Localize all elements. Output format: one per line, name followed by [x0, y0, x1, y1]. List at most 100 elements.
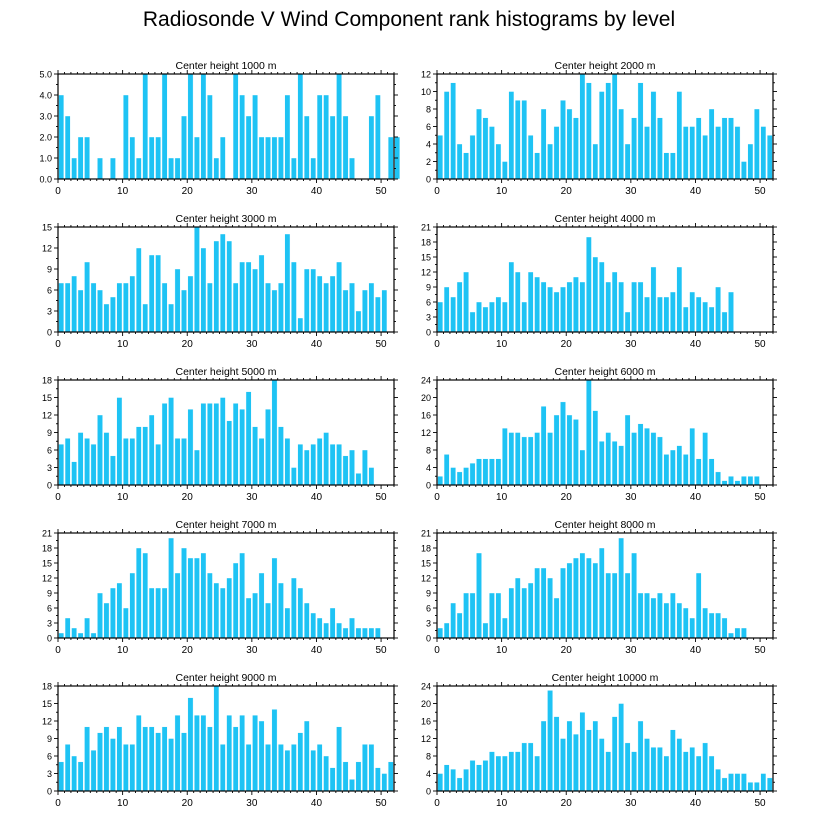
bar: [200, 247, 207, 333]
bar: [310, 268, 317, 333]
bar: [618, 537, 624, 639]
y-tick-label: 8: [426, 752, 431, 762]
x-tick-label: 50: [376, 645, 388, 656]
bar: [579, 449, 586, 486]
bar: [239, 94, 245, 180]
bar: [342, 115, 349, 180]
bar: [566, 281, 573, 333]
bar: [116, 397, 123, 486]
bar: [187, 408, 194, 486]
bar: [560, 100, 566, 180]
bar: [715, 612, 721, 639]
bar: [142, 303, 149, 333]
bar: [58, 632, 65, 639]
x-tick-label: 20: [561, 339, 573, 350]
bar: [252, 714, 258, 792]
bar: [463, 271, 469, 333]
bar: [443, 91, 450, 180]
panel-4: Center height 4000 m 0 10 20 30 40 50 0 3 6 9 12 15 1…: [421, 213, 777, 350]
bar: [148, 254, 155, 333]
bar: [663, 755, 670, 792]
y-tick-label: 16: [421, 411, 431, 421]
bar: [239, 408, 245, 486]
x-tick-label: 30: [246, 492, 258, 503]
bar: [456, 143, 463, 180]
bar: [540, 720, 547, 792]
bar: [644, 738, 650, 792]
bar: [514, 271, 521, 333]
y-tick-label: 0: [47, 328, 52, 338]
bar: [258, 136, 265, 180]
bar: [670, 592, 676, 639]
bar: [342, 289, 349, 333]
bar: [754, 476, 760, 486]
bar: [355, 310, 362, 333]
bar: [368, 627, 375, 639]
bar: [586, 82, 592, 180]
bar: [129, 744, 136, 792]
bar: [219, 136, 226, 180]
bar: [161, 587, 168, 639]
panel-3: Center height 3000 m 0 10 20 30 40 50 0 3 6 9 12 15: [42, 213, 398, 350]
bar: [187, 73, 194, 180]
bar: [381, 289, 388, 333]
bar: [631, 552, 637, 639]
bar: [316, 275, 323, 333]
y-tick-label: 6: [47, 286, 52, 296]
x-tick-label: 40: [311, 339, 323, 350]
bar: [355, 473, 362, 486]
bar: [437, 627, 444, 639]
y-tick-label: 0: [426, 787, 431, 797]
y-tick-label: 12: [42, 411, 52, 421]
x-tick-label: 20: [182, 492, 194, 503]
bar: [657, 117, 663, 180]
bar: [682, 607, 689, 639]
bar: [644, 296, 650, 333]
bar: [142, 552, 149, 639]
bar: [303, 720, 310, 792]
panel-8: Center height 8000 m 0 10 20 30 40 50 0 3 6 9 12 15 1…: [421, 519, 777, 656]
y-tick-label: 3: [47, 769, 52, 779]
bar: [702, 607, 708, 639]
x-tick-label: 20: [182, 798, 194, 809]
bar: [310, 443, 317, 486]
bar: [689, 747, 696, 792]
bar: [573, 117, 579, 180]
x-tick-label: 40: [690, 492, 702, 503]
panel-10: Center height 10000 m 0 10 20 30 40 50 0 4 8 12 16 2…: [421, 672, 777, 809]
bar: [676, 266, 683, 333]
bar: [754, 108, 760, 180]
bar: [728, 632, 734, 639]
bar: [271, 557, 278, 639]
bar: [97, 732, 103, 792]
y-tick-label: 15: [42, 223, 52, 233]
bar: [336, 726, 342, 792]
bar: [297, 732, 304, 792]
bar: [689, 617, 696, 639]
bar: [258, 438, 265, 486]
bar: [291, 467, 297, 486]
bar: [450, 602, 456, 639]
bar: [349, 157, 355, 180]
bar: [265, 408, 271, 486]
bar: [64, 617, 71, 639]
y-tick-label: 6: [47, 446, 52, 456]
y-tick-label: 21: [421, 223, 431, 233]
bar: [605, 82, 612, 180]
bar: [547, 690, 553, 792]
x-tick-label: 50: [755, 186, 767, 197]
bar: [747, 143, 754, 180]
bar: [502, 161, 508, 180]
bar: [586, 729, 592, 792]
y-tick-label: 6: [47, 752, 52, 762]
bar: [676, 91, 683, 180]
bar: [168, 303, 174, 333]
bar: [540, 406, 547, 486]
bar: [728, 773, 734, 792]
bar: [463, 592, 469, 639]
bar: [437, 301, 444, 333]
x-tick-label: 0: [55, 186, 61, 197]
bar: [245, 597, 252, 639]
bar: [721, 480, 728, 486]
